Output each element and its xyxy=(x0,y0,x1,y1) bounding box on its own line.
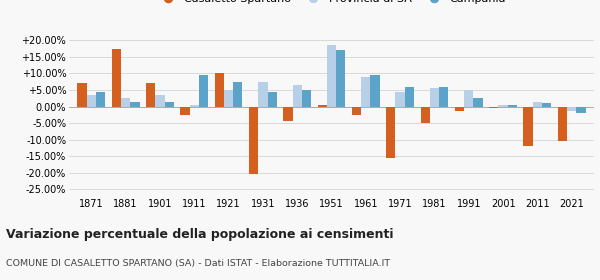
Bar xyxy=(489,106,499,108)
Bar xyxy=(302,90,311,106)
Bar xyxy=(293,85,302,106)
Bar xyxy=(455,106,464,111)
Text: Variazione percentuale della popolazione ai censimenti: Variazione percentuale della popolazione… xyxy=(6,228,394,241)
Bar xyxy=(327,45,336,106)
Bar xyxy=(317,105,327,106)
Bar xyxy=(112,48,121,106)
Bar xyxy=(508,105,517,106)
Bar xyxy=(283,106,293,122)
Legend: Casaletto Spartano, Provincia di SA, Campania: Casaletto Spartano, Provincia di SA, Cam… xyxy=(157,0,506,4)
Bar xyxy=(439,87,448,106)
Bar xyxy=(96,92,105,106)
Bar xyxy=(224,90,233,106)
Bar xyxy=(233,82,242,106)
Bar xyxy=(542,103,551,106)
Bar xyxy=(361,77,370,106)
Bar xyxy=(336,50,346,106)
Bar xyxy=(430,88,439,106)
Bar xyxy=(258,82,268,106)
Bar xyxy=(155,95,164,106)
Bar xyxy=(268,92,277,106)
Bar xyxy=(181,106,190,115)
Bar xyxy=(86,95,96,106)
Bar xyxy=(523,106,533,146)
Bar xyxy=(464,90,473,106)
Bar xyxy=(130,102,140,106)
Bar xyxy=(473,98,482,106)
Bar xyxy=(395,92,405,106)
Bar xyxy=(499,105,508,106)
Bar xyxy=(215,73,224,106)
Bar xyxy=(533,102,542,106)
Bar xyxy=(121,98,130,106)
Bar xyxy=(421,106,430,123)
Bar xyxy=(146,83,155,106)
Bar xyxy=(190,105,199,106)
Bar xyxy=(199,75,208,106)
Text: COMUNE DI CASALETTO SPARTANO (SA) - Dati ISTAT - Elaborazione TUTTITALIA.IT: COMUNE DI CASALETTO SPARTANO (SA) - Dati… xyxy=(6,259,390,268)
Bar xyxy=(164,102,174,106)
Bar xyxy=(77,83,86,106)
Bar xyxy=(249,106,258,174)
Bar xyxy=(370,75,380,106)
Bar xyxy=(352,106,361,115)
Bar xyxy=(405,87,414,106)
Bar xyxy=(567,106,577,111)
Bar xyxy=(558,106,567,141)
Bar xyxy=(386,106,395,158)
Bar xyxy=(577,106,586,113)
